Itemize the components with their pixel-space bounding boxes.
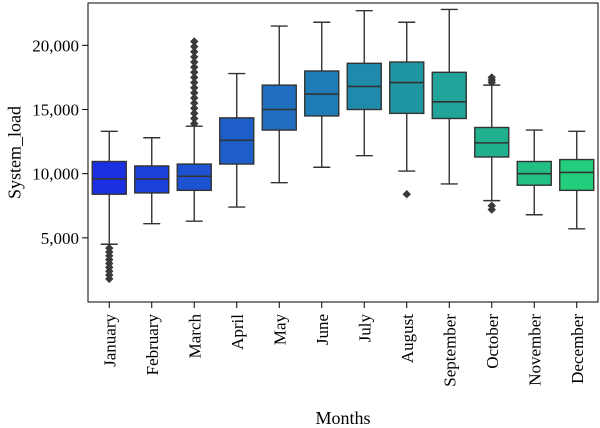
box-group-march <box>176 37 212 222</box>
box-group-august <box>389 21 425 199</box>
box-iqr <box>431 71 467 120</box>
box-group-february <box>134 137 170 225</box>
box-group-november <box>516 129 552 216</box>
outlier-point <box>190 42 199 51</box>
x-tick-label: August <box>398 314 417 363</box>
outlier-point <box>105 243 114 253</box>
x-tick-label: September <box>440 314 459 387</box>
x-axis-title: Months <box>315 408 370 428</box>
box-group-december <box>559 130 595 230</box>
box-iqr <box>176 163 212 192</box>
outlier-point <box>487 73 496 82</box>
x-tick-label: June <box>313 314 332 345</box>
plot-frame <box>87 2 599 303</box>
x-tick-label: April <box>228 314 247 350</box>
box-group-may <box>261 25 297 184</box>
outlier-point <box>190 88 199 98</box>
box-iqr <box>91 160 127 195</box>
outlier-point <box>190 47 199 56</box>
outlier-point <box>402 190 411 199</box>
outlier-point <box>190 114 199 123</box>
outlier-point <box>190 37 199 46</box>
outlier-point <box>190 62 199 72</box>
x-tick-label: December <box>568 314 587 384</box>
box-group-june <box>304 21 340 168</box>
x-axis-ticks: January February March April May June July Augu… <box>100 302 587 387</box>
outlier-point <box>487 201 496 210</box>
box-group-july <box>346 9 382 157</box>
outlier-point <box>190 68 199 77</box>
box-iqr <box>559 158 595 192</box>
outlier-point <box>190 57 199 67</box>
y-tick-label: 20,000 <box>32 36 79 55</box>
x-tick-label: November <box>525 314 544 386</box>
y-tick-label: 15,000 <box>32 101 79 120</box>
box-group-april <box>219 72 255 208</box>
box-group-january <box>91 130 127 284</box>
box-iqr <box>261 84 297 131</box>
y-tick-label: 5,000 <box>41 229 79 248</box>
outlier-point <box>190 104 199 113</box>
outlier-point <box>190 93 199 103</box>
box-iqr <box>389 61 425 115</box>
x-tick-label: February <box>143 314 162 376</box>
outlier-point <box>190 83 199 92</box>
box-group-september <box>431 8 467 185</box>
outlier-point <box>190 78 199 87</box>
x-tick-label: May <box>270 314 289 346</box>
x-tick-label: July <box>355 314 374 343</box>
x-tick-label: October <box>483 314 502 369</box>
outlier-point <box>190 119 199 128</box>
plot-area <box>91 8 595 284</box>
outlier-point <box>190 98 199 108</box>
outlier-point <box>190 52 199 62</box>
outlier-point <box>190 73 199 82</box>
x-tick-label: March <box>185 314 204 359</box>
box-group-october <box>474 73 510 214</box>
y-axis-ticks: 5,000 10,000 15,000 20,000 <box>32 36 88 248</box>
outlier-point <box>190 109 199 118</box>
y-axis-title: System_load <box>4 106 24 199</box>
x-tick-label: January <box>100 314 119 367</box>
y-tick-label: 10,000 <box>32 165 79 184</box>
